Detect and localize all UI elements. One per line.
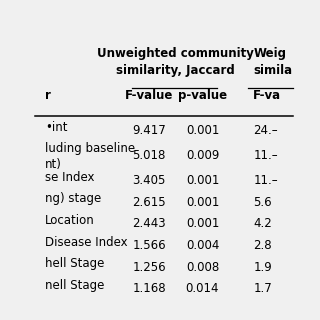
Text: F-va: F-va: [253, 89, 281, 102]
Text: 0.001: 0.001: [186, 217, 219, 230]
Text: hell Stage: hell Stage: [45, 258, 104, 270]
Text: 0.001: 0.001: [186, 174, 219, 187]
Text: 5.018: 5.018: [132, 149, 166, 162]
Text: 0.008: 0.008: [186, 261, 219, 274]
Text: 0.001: 0.001: [186, 124, 219, 137]
Text: luding baseline
nt): luding baseline nt): [45, 142, 135, 172]
Text: 5.6: 5.6: [253, 196, 272, 209]
Text: 1.168: 1.168: [132, 283, 166, 295]
Text: 1.7: 1.7: [253, 283, 272, 295]
Text: F-value: F-value: [125, 89, 173, 102]
Text: 0.009: 0.009: [186, 149, 219, 162]
Text: 1.256: 1.256: [132, 261, 166, 274]
Text: ng) stage: ng) stage: [45, 192, 101, 205]
Text: nell Stage: nell Stage: [45, 279, 104, 292]
Text: r: r: [45, 89, 51, 102]
Text: p-value: p-value: [178, 89, 227, 102]
Text: Location: Location: [45, 214, 95, 227]
Text: Weig
simila: Weig simila: [253, 47, 292, 77]
Text: Disease Index: Disease Index: [45, 236, 128, 249]
Text: 11.–: 11.–: [253, 174, 278, 187]
Text: 2.443: 2.443: [132, 217, 166, 230]
Text: •int: •int: [45, 121, 68, 134]
Text: 2.8: 2.8: [253, 239, 272, 252]
Text: 4.2: 4.2: [253, 217, 272, 230]
Text: Unweighted community
similarity, Jaccard: Unweighted community similarity, Jaccard: [97, 47, 254, 77]
Text: se Index: se Index: [45, 171, 94, 184]
Text: 24.–: 24.–: [253, 124, 278, 137]
Text: 3.405: 3.405: [132, 174, 166, 187]
Text: 0.004: 0.004: [186, 239, 219, 252]
Text: 1.9: 1.9: [253, 261, 272, 274]
Text: 0.014: 0.014: [186, 283, 219, 295]
Text: 0.001: 0.001: [186, 196, 219, 209]
Text: 9.417: 9.417: [132, 124, 166, 137]
Text: 2.615: 2.615: [132, 196, 166, 209]
Text: 1.566: 1.566: [132, 239, 166, 252]
Text: 11.–: 11.–: [253, 149, 278, 162]
